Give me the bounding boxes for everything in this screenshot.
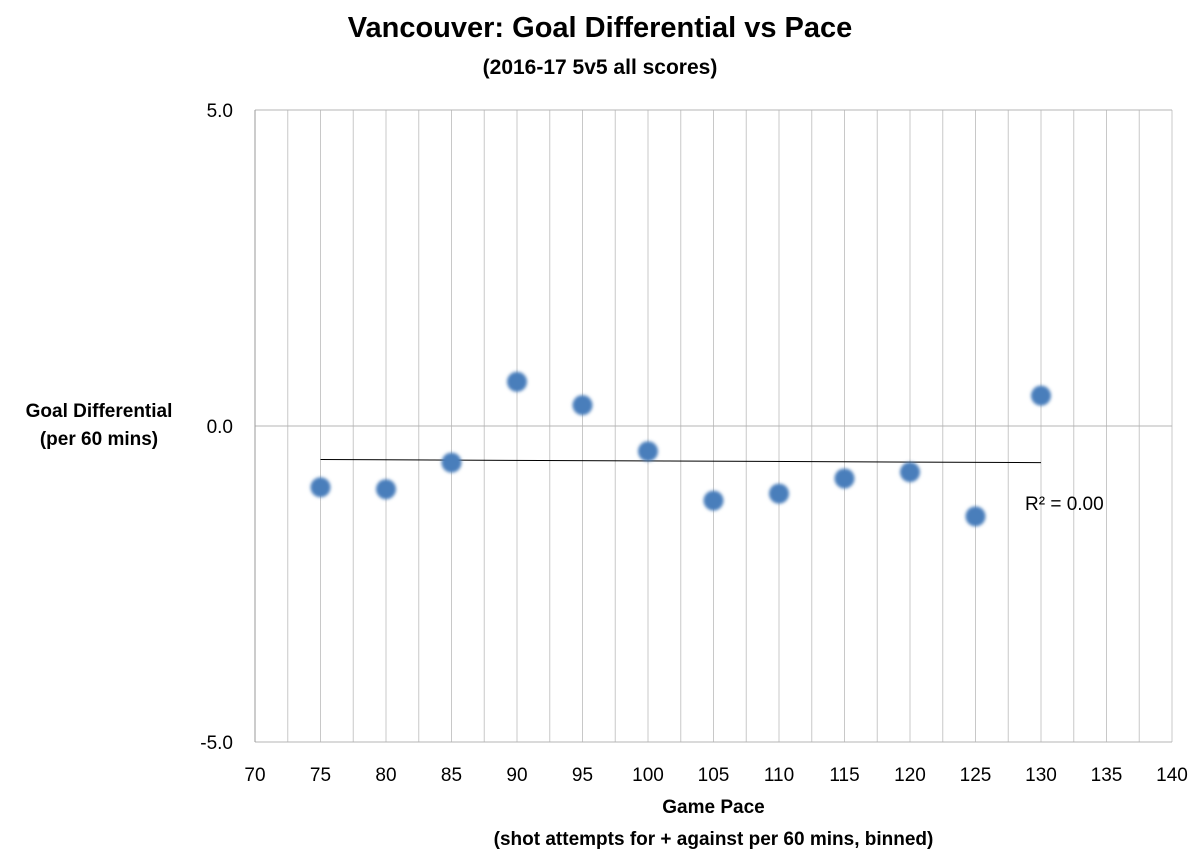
x-tick-label: 75 (310, 765, 331, 786)
x-tick-label: 140 (1156, 765, 1188, 786)
x-tick-label: 105 (698, 765, 730, 786)
x-tick-label: 100 (632, 765, 664, 786)
data-point (310, 477, 331, 498)
x-tick-label: 85 (441, 765, 462, 786)
data-point (834, 468, 855, 489)
data-points (310, 371, 1051, 527)
x-tick-label: 125 (960, 765, 992, 786)
grid-lines (254, 109, 1173, 743)
data-point (572, 395, 593, 416)
y-axis-label: Goal Differential (per 60 mins) (0, 398, 198, 454)
data-point (1031, 385, 1051, 406)
y-tick-label: 0.0 (207, 417, 233, 438)
data-point (965, 506, 986, 527)
x-tick-label: 135 (1091, 765, 1123, 786)
y-tick-label: 5.0 (207, 101, 233, 122)
x-tick-label: 95 (572, 765, 593, 786)
trendline (320, 458, 1042, 464)
y-axis-label-line-2: (per 60 mins) (39, 429, 159, 450)
x-tick-label: 130 (1025, 765, 1057, 786)
x-axis-label: Game Pace (662, 797, 765, 818)
x-tick-label: 115 (829, 765, 859, 786)
data-point (638, 441, 658, 462)
x-tick-label: 70 (244, 765, 265, 786)
data-point (441, 452, 462, 473)
data-point (769, 483, 789, 504)
x-tick-label: 120 (894, 765, 926, 786)
y-axis-label-line-1: Goal Differential (25, 401, 173, 422)
trendline-group: R² = 0.00 (320, 458, 1104, 515)
x-tick-label: 110 (764, 765, 794, 786)
y-tick-label: -5.0 (200, 733, 233, 754)
chart-title: Vancouver: Goal Differential vs Pace (347, 12, 853, 44)
data-point (703, 490, 724, 511)
chart-subtitle: (2016-17 5v5 all scores) (482, 56, 718, 79)
x-tick-label: 80 (375, 765, 396, 786)
r-squared-label: R² = 0.00 (1025, 494, 1104, 515)
data-point (376, 479, 396, 500)
x-axis-sublabel: (shot attempts for + against per 60 mins… (493, 829, 934, 850)
data-point (900, 462, 920, 483)
tick-labels: 70 75 80 85 90 95 100 105 110 115 120 125 130 135 140 -… (200, 101, 1188, 786)
x-tick-label: 90 (506, 765, 527, 786)
data-point (507, 371, 527, 392)
